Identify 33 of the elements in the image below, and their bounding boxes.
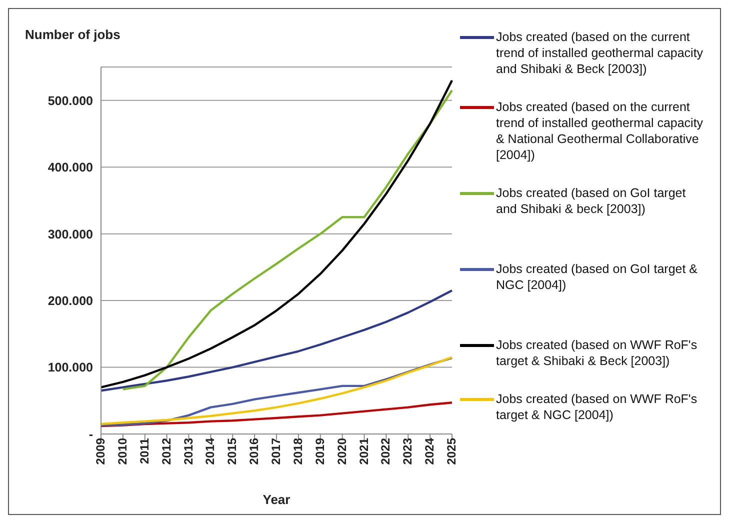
x-tick-label: 2022 xyxy=(378,438,393,465)
x-tick-label: 2025 xyxy=(444,438,459,465)
legend-label: Jobs created (based on the current trend of installed geothermal capacity & National Geothermal Collaborative [2004]) xyxy=(496,99,704,163)
y-tick-label: 200.000 xyxy=(48,294,94,308)
legend-label: Jobs created (based on WWF RoF's target & Shibaki & Beck [2003]) xyxy=(496,337,698,369)
x-tick-label: 2011 xyxy=(137,438,152,464)
legend-label: Jobs created (based on WWF RoF's target & NGC [2004]) xyxy=(496,391,698,423)
y-axis-title: Number of jobs xyxy=(25,27,120,42)
y-tick-label: 400.000 xyxy=(48,160,94,175)
legend-label: Jobs created (based on GoI target & NGC [2004]) xyxy=(496,261,699,293)
y-tick-label: 100.000 xyxy=(48,360,94,375)
y-tick-label: 500.000 xyxy=(48,94,94,108)
x-axis-title: Year xyxy=(262,492,290,507)
x-tick-label: 2015 xyxy=(225,438,240,465)
x-tick-label: 2024 xyxy=(422,438,437,465)
y-tick-label: 300.000 xyxy=(48,227,94,242)
y-tick-label: - xyxy=(88,427,93,442)
x-tick-label: 2017 xyxy=(269,438,284,465)
x-tick-label: 2009 xyxy=(94,438,108,465)
x-tick-label: 2012 xyxy=(159,438,174,465)
x-tick-label: 2013 xyxy=(181,438,196,465)
x-tick-label: 2010 xyxy=(115,438,130,465)
x-tick-label: 2020 xyxy=(334,438,349,465)
x-tick-label: 2023 xyxy=(400,438,415,465)
x-tick-label: 2018 xyxy=(290,438,305,465)
x-tick-label: 2021 xyxy=(356,438,371,465)
line-series xyxy=(100,289,454,392)
x-tick-label: 2016 xyxy=(247,438,262,465)
line-series xyxy=(100,402,454,428)
x-tick-label: 2014 xyxy=(203,438,218,465)
legend-label: Jobs created (based on the current trend of installed geothermal capacity and Shibaki & Beck [2003]) xyxy=(496,29,704,77)
x-tick-label: 2019 xyxy=(312,438,327,465)
legend-label: Jobs created (based on GoI target and Shibaki & beck [2003]) xyxy=(496,185,687,217)
